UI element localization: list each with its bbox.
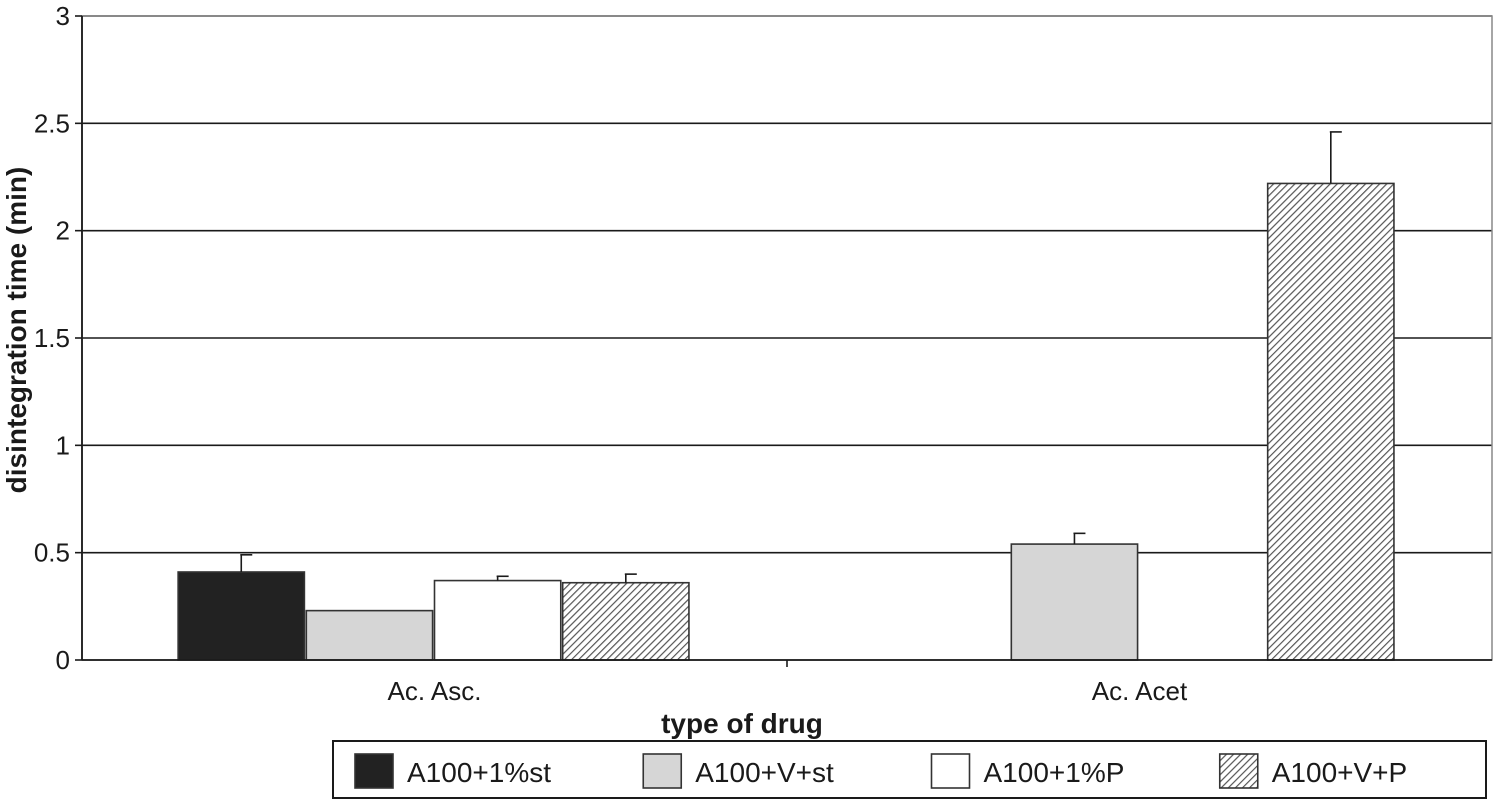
legend-swatch bbox=[1218, 753, 1259, 789]
x-category-label: Ac. Acet bbox=[1092, 676, 1188, 706]
bar bbox=[177, 571, 306, 661]
y-tick-label: 1 bbox=[56, 430, 70, 460]
legend-label: A100+V+st bbox=[695, 757, 834, 788]
y-tick-label: 2 bbox=[56, 216, 70, 246]
legend-frame bbox=[332, 740, 1487, 799]
bar bbox=[1010, 543, 1139, 661]
bars bbox=[177, 131, 1395, 661]
bar bbox=[561, 581, 690, 661]
y-tick-label: 3 bbox=[56, 1, 70, 31]
legend-swatch bbox=[930, 753, 971, 789]
y-tick-label: 2.5 bbox=[34, 108, 70, 138]
y-tick-label: 0 bbox=[56, 645, 70, 675]
legend-label: A100+V+P bbox=[1272, 757, 1407, 788]
legend-label: A100+1%st bbox=[407, 757, 551, 788]
legend-label: A100+1%P bbox=[984, 757, 1125, 788]
legend-swatch bbox=[354, 753, 394, 789]
legend: A100+1%st A100+V+st A100+1%P A100+V+P bbox=[332, 740, 1487, 799]
y-axis-title: disintegration time (min) bbox=[1, 167, 32, 494]
bar bbox=[1266, 182, 1395, 661]
y-tick-labels: 0 0.5 1 1.5 2 2.5 3 bbox=[34, 1, 70, 675]
axes bbox=[75, 15, 1492, 667]
y-tick-label: 0.5 bbox=[34, 538, 70, 568]
x-category-labels: Ac. Asc. Ac. Acet bbox=[388, 676, 1188, 706]
x-category-label: Ac. Asc. bbox=[388, 676, 482, 706]
y-tick-label: 1.5 bbox=[34, 323, 70, 353]
bar bbox=[433, 579, 562, 661]
x-axis-title: type of drug bbox=[661, 708, 823, 739]
bar bbox=[305, 609, 434, 661]
legend-swatch bbox=[642, 753, 683, 789]
